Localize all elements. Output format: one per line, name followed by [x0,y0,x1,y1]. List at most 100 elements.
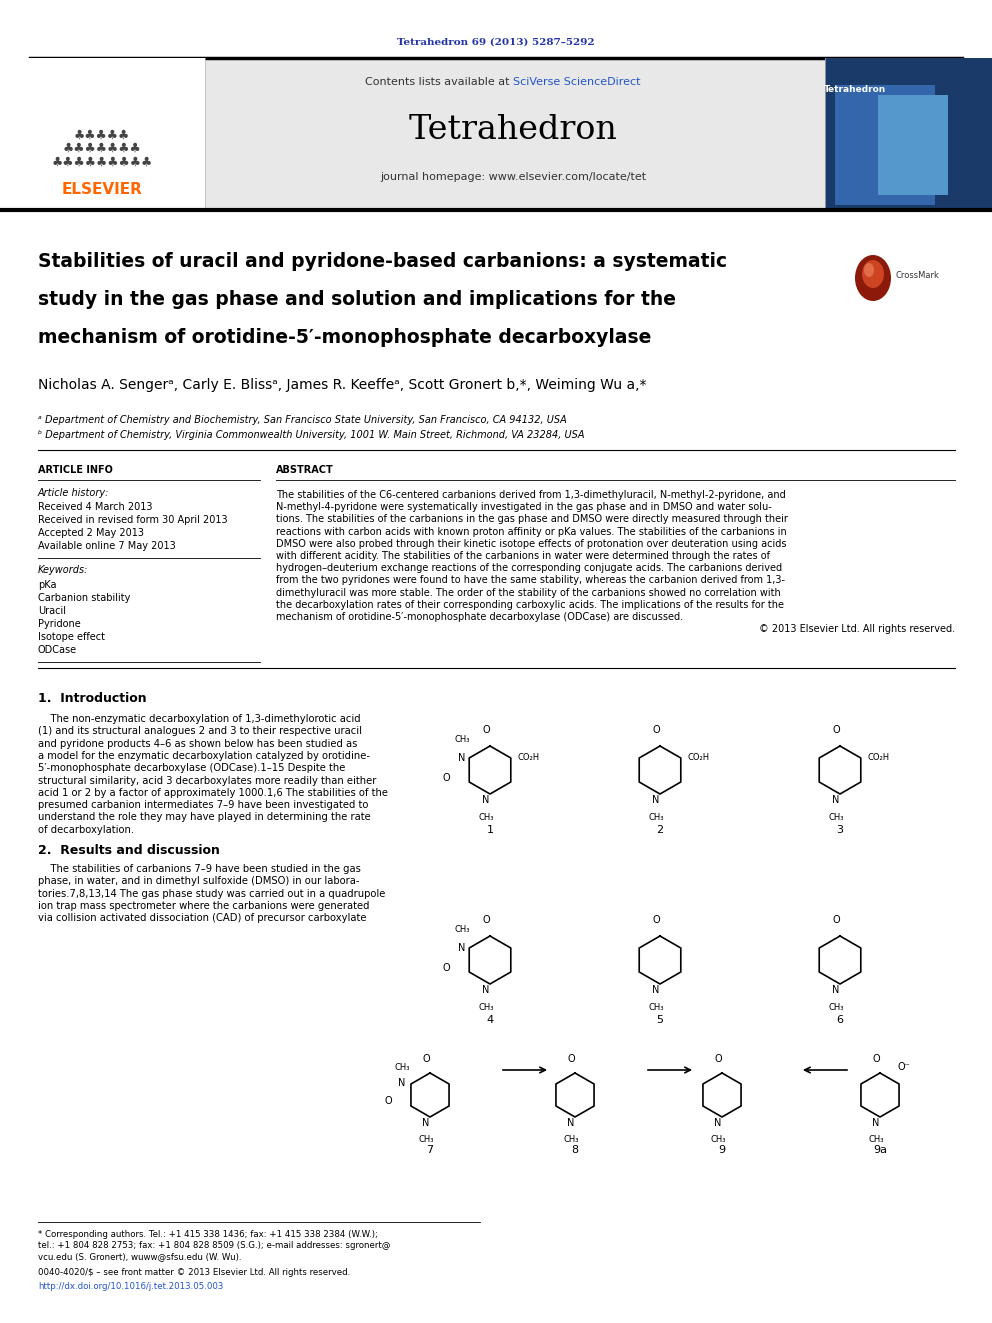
Text: understand the role they may have played in determining the rate: understand the role they may have played… [38,812,371,823]
Text: O: O [423,1054,430,1064]
Text: Keywords:: Keywords: [38,565,88,576]
Text: The non-enzymatic decarboxylation of 1,3-dimethylorotic acid: The non-enzymatic decarboxylation of 1,3… [38,714,361,724]
Text: 1: 1 [486,826,493,835]
Text: O: O [482,916,490,925]
Text: hydrogen–deuterium exchange reactions of the corresponding conjugate acids. The : hydrogen–deuterium exchange reactions of… [276,564,782,573]
Ellipse shape [864,263,874,277]
Text: N: N [458,753,465,763]
Text: O: O [872,1054,880,1064]
Text: 3: 3 [836,826,843,835]
Text: Contents lists available at: Contents lists available at [365,77,513,87]
Text: © 2013 Elsevier Ltd. All rights reserved.: © 2013 Elsevier Ltd. All rights reserved… [759,624,955,634]
Text: mechanism of orotidine-5′-monophosphate decarboxylase (ODCase) are discussed.: mechanism of orotidine-5′-monophosphate … [276,613,683,622]
Text: O⁻: O⁻ [898,1062,911,1072]
Text: tories.7,8,13,14 The gas phase study was carried out in a quadrupole: tories.7,8,13,14 The gas phase study was… [38,889,385,898]
Text: ODCase: ODCase [38,646,77,655]
Text: CH₃: CH₃ [454,736,470,745]
Text: Nicholas A. Sengerᵃ, Carly E. Blissᵃ, James R. Keeffeᵃ, Scott Gronert b,*, Weimi: Nicholas A. Sengerᵃ, Carly E. Blissᵃ, Ja… [38,378,647,392]
Text: http://dx.doi.org/10.1016/j.tet.2013.05.003: http://dx.doi.org/10.1016/j.tet.2013.05.… [38,1282,223,1291]
Bar [878,95,948,194]
Text: a model for the enzymatic decarboxylation catalyzed by orotidine-: a model for the enzymatic decarboxylatio… [38,751,370,761]
Text: O: O [652,725,660,736]
Text: SciVerse ScienceDirect: SciVerse ScienceDirect [513,77,641,87]
Text: O: O [567,1054,574,1064]
Text: Tetrahedron 69 (2013) 5287–5292: Tetrahedron 69 (2013) 5287–5292 [397,37,595,46]
Text: tions. The stabilities of the carbanions in the gas phase and DMSO were directly: tions. The stabilities of the carbanions… [276,515,788,524]
Ellipse shape [862,261,884,288]
Text: presumed carbanion intermediates 7–9 have been investigated to: presumed carbanion intermediates 7–9 hav… [38,800,368,810]
Text: of decarboxylation.: of decarboxylation. [38,824,134,835]
Text: and pyridone products 4–6 as shown below has been studied as: and pyridone products 4–6 as shown below… [38,738,357,749]
Text: CO₂H: CO₂H [868,754,890,762]
Bar [0,58,205,210]
Text: 2: 2 [657,826,664,835]
Text: N: N [399,1078,406,1088]
Text: with different acidity. The stabilities of the carbanions in water were determin: with different acidity. The stabilities … [276,550,770,561]
Text: 1.  Introduction: 1. Introduction [38,692,147,705]
Text: structural similarity, acid 3 decarboxylates more readily than either: structural similarity, acid 3 decarboxyl… [38,775,376,786]
Text: O: O [652,916,660,925]
Text: dimethyluracil was more stable. The order of the stability of the carbanions sho: dimethyluracil was more stable. The orde… [276,587,781,598]
Text: N: N [423,1118,430,1129]
Text: pKa: pKa [38,579,57,590]
Text: O: O [482,725,490,736]
Text: via collision activated dissociation (CAD) of precursor carboxylate: via collision activated dissociation (CA… [38,913,366,923]
Text: Received in revised form 30 April 2013: Received in revised form 30 April 2013 [38,515,227,525]
Text: mechanism of orotidine-5′-monophosphate decarboxylase: mechanism of orotidine-5′-monophosphate … [38,328,652,347]
Text: N: N [482,795,490,804]
Text: 7: 7 [427,1144,434,1155]
Text: N-methyl-4-pyridone were systematically investigated in the gas phase and in DMS: N-methyl-4-pyridone were systematically … [276,503,772,512]
Text: from the two pyridones were found to have the same stability, whereas the carban: from the two pyridones were found to hav… [276,576,785,585]
Text: journal homepage: www.elsevier.com/locate/tet: journal homepage: www.elsevier.com/locat… [380,172,646,183]
Text: CH₃: CH₃ [478,1004,494,1012]
Text: 9: 9 [718,1144,725,1155]
Text: tel.: +1 804 828 2753; fax: +1 804 828 8509 (S.G.); e-mail addresses: sgronert@: tel.: +1 804 828 2753; fax: +1 804 828 8… [38,1241,391,1250]
Text: 2.  Results and discussion: 2. Results and discussion [38,844,220,857]
Text: CrossMark: CrossMark [895,271,938,280]
Text: CH₃: CH₃ [828,814,844,823]
Text: The stabilities of carbanions 7–9 have been studied in the gas: The stabilities of carbanions 7–9 have b… [38,864,361,875]
Text: Pyridone: Pyridone [38,619,80,628]
Text: Stabilities of uracil and pyridone-based carbanions: a systematic: Stabilities of uracil and pyridone-based… [38,251,727,271]
Bar [835,85,935,205]
Text: O: O [442,963,449,972]
Text: 9a: 9a [873,1144,887,1155]
Text: CH₃: CH₃ [868,1135,884,1143]
Text: CH₃: CH₃ [710,1135,726,1143]
Text: N: N [714,1118,722,1129]
Text: Available online 7 May 2013: Available online 7 May 2013 [38,541,176,550]
Text: O: O [832,916,840,925]
Text: 8: 8 [571,1144,578,1155]
Text: Uracil: Uracil [38,606,66,617]
Bar [0,58,992,210]
Text: O: O [714,1054,722,1064]
Text: CH₃: CH₃ [478,814,494,823]
Bar [825,58,992,210]
Text: acid 1 or 2 by a factor of approximately 1000.1,6 The stabilities of the: acid 1 or 2 by a factor of approximately… [38,787,388,798]
Text: N: N [832,795,839,804]
Text: CH₃: CH₃ [563,1135,578,1143]
Text: phase, in water, and in dimethyl sulfoxide (DMSO) in our labora-: phase, in water, and in dimethyl sulfoxi… [38,876,359,886]
Text: Article history:: Article history: [38,488,109,497]
Text: ♣♣♣♣♣: ♣♣♣♣♣ [73,128,130,142]
Text: N: N [482,986,490,995]
Text: CH₃: CH₃ [419,1135,434,1143]
Text: CH₃: CH₃ [648,814,664,823]
Text: Carbanion stability: Carbanion stability [38,593,130,603]
Text: Tetrahedron: Tetrahedron [824,86,886,94]
Text: The stabilities of the C6-centered carbanions derived from 1,3-dimethyluracil, N: The stabilities of the C6-centered carba… [276,490,786,500]
Text: CO₂H: CO₂H [518,754,540,762]
Text: O: O [384,1095,392,1106]
Text: * Corresponding authors. Tel.: +1 415 338 1436; fax: +1 415 338 2384 (W.W.);: * Corresponding authors. Tel.: +1 415 33… [38,1230,378,1240]
Text: ᵇ Department of Chemistry, Virginia Commonwealth University, 1001 W. Main Street: ᵇ Department of Chemistry, Virginia Comm… [38,430,584,441]
Text: (1) and its structural analogues 2 and 3 to their respective uracil: (1) and its structural analogues 2 and 3… [38,726,362,737]
Text: N: N [653,986,660,995]
Text: CO₂H: CO₂H [688,754,710,762]
Text: 5: 5 [657,1015,664,1025]
Text: ARTICLE INFO: ARTICLE INFO [38,464,113,475]
Text: Received 4 March 2013: Received 4 March 2013 [38,501,153,512]
Text: N: N [653,795,660,804]
Text: Tetrahedron: Tetrahedron [409,114,617,146]
Text: CH₃: CH₃ [828,1004,844,1012]
Text: N: N [832,986,839,995]
